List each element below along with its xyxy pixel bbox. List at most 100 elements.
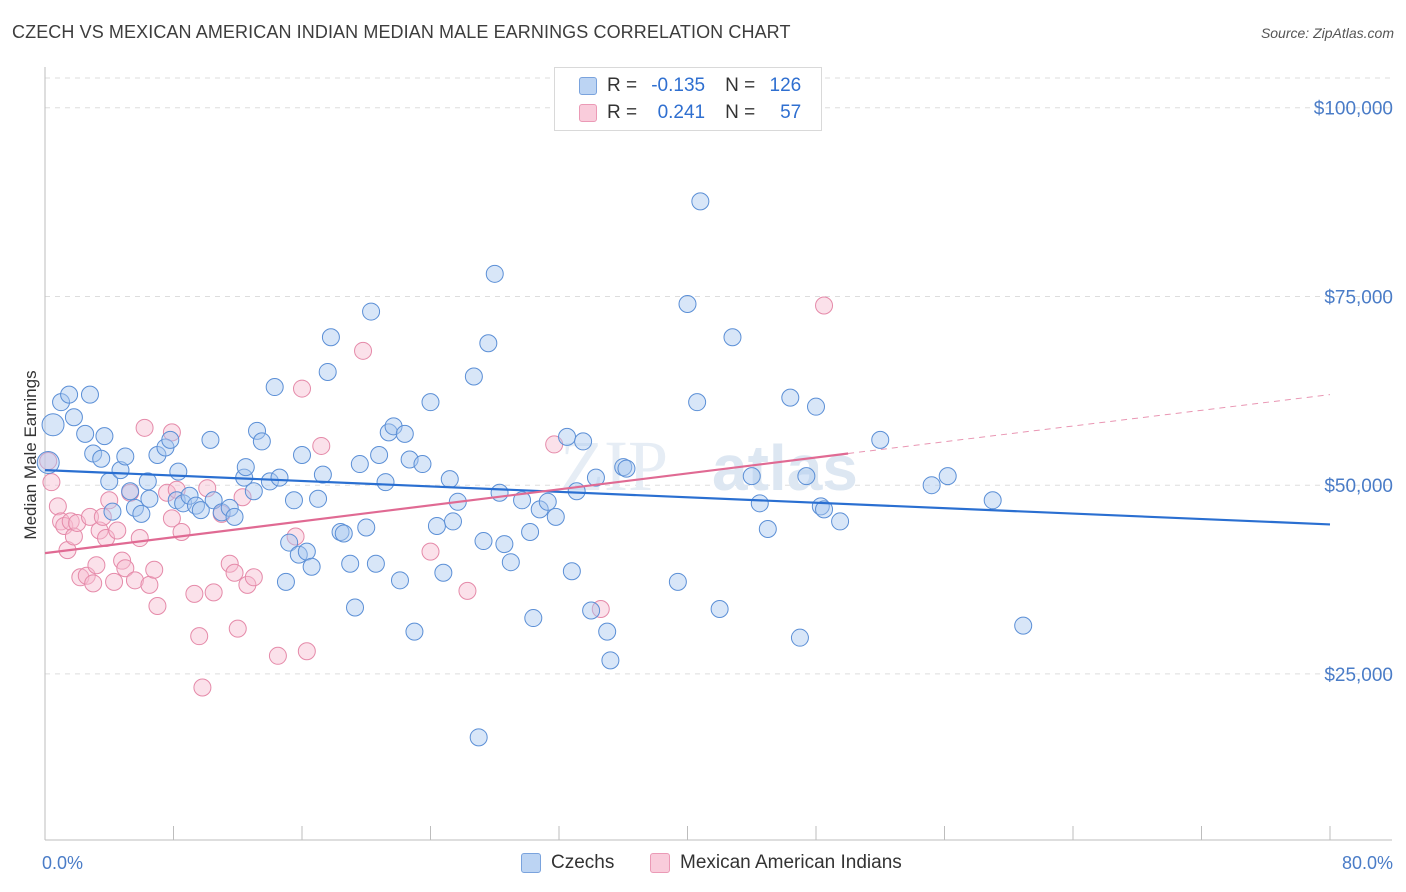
data-point-mexican xyxy=(244,568,263,587)
data-point-czech xyxy=(598,622,617,641)
data-point-mexican xyxy=(162,423,181,442)
data-point-czech xyxy=(678,295,697,314)
data-point-czech xyxy=(248,421,267,440)
legend-r-label: R = xyxy=(607,102,638,123)
data-point-czech xyxy=(490,483,509,502)
data-point-mexican xyxy=(87,556,106,575)
data-point-czech xyxy=(60,385,79,404)
data-point-mexican xyxy=(158,483,177,502)
data-point-czech xyxy=(293,446,311,464)
data-point-czech xyxy=(201,430,220,449)
mexican-swatch xyxy=(650,853,670,873)
data-point-czech xyxy=(479,334,498,353)
data-point-mexican xyxy=(80,507,99,526)
data-point-mexican xyxy=(312,436,331,455)
data-point-czech xyxy=(92,449,111,468)
data-point-czech xyxy=(366,554,385,573)
data-point-czech xyxy=(379,423,398,442)
data-point-czech xyxy=(434,563,453,582)
trend-line-mexican-extension xyxy=(848,394,1331,454)
data-point-czech xyxy=(318,362,337,381)
data-point-czech xyxy=(309,489,328,508)
data-point-mexican xyxy=(48,497,67,516)
legend-row-mexican: R = 0.241 N = 57 xyxy=(579,100,801,126)
legend-row-czechs: R = -0.135 N = 126 xyxy=(579,73,801,99)
data-point-czech xyxy=(132,504,151,523)
data-point-czech xyxy=(574,432,593,451)
data-point-czech xyxy=(321,328,340,347)
data-point-czech xyxy=(521,523,540,541)
data-point-czech xyxy=(469,728,488,747)
data-point-czech xyxy=(95,427,114,446)
data-point-czech xyxy=(691,192,710,211)
bottom-legend-mexican[interactable]: Mexican American Indians xyxy=(650,852,902,874)
data-point-czech xyxy=(376,473,395,492)
data-point-mexican xyxy=(591,600,610,618)
y-tick-label: $50,000 xyxy=(1324,476,1393,497)
data-point-czech xyxy=(797,467,816,486)
data-point-mexican xyxy=(162,509,181,528)
data-point-czech xyxy=(334,524,353,543)
tick-labels: $25,000 $50,000 $75,000 $100,000 0.0% 80.0% xyxy=(42,99,1393,873)
data-point-czech xyxy=(341,554,360,573)
data-point-mexican xyxy=(140,575,159,594)
bottom-legend-czechs[interactable]: Czechs xyxy=(521,852,614,874)
data-point-mexican xyxy=(61,512,80,531)
data-point-mexican xyxy=(293,379,311,398)
x-tick-label: 80.0% xyxy=(1342,853,1393,873)
data-point-mexican xyxy=(233,488,252,507)
data-point-czech xyxy=(562,562,581,581)
data-point-czech xyxy=(742,467,761,486)
data-point-czech xyxy=(225,507,244,526)
data-point-mexican xyxy=(268,646,287,665)
legend-r-label: R = xyxy=(607,75,638,96)
data-point-czech xyxy=(413,455,432,474)
data-point-czech xyxy=(614,458,633,477)
data-point-czech xyxy=(601,651,620,670)
data-point-czech xyxy=(807,397,825,416)
data-point-mexican xyxy=(145,560,164,579)
data-point-mexican xyxy=(297,642,316,661)
data-point-czech xyxy=(302,557,321,576)
data-point-mexican xyxy=(458,581,477,600)
data-point-czech xyxy=(116,447,135,466)
data-point-czech xyxy=(524,609,543,628)
correlation-legend: R = -0.135 N = 126 R = 0.241 N = 57 xyxy=(554,67,822,131)
data-point-czech xyxy=(815,500,834,519)
data-point-mexican xyxy=(100,491,119,510)
data-point-czech xyxy=(546,507,565,526)
data-point-mexican xyxy=(815,296,834,315)
legend-r-value: 0.241 xyxy=(657,102,706,123)
data-point-czech xyxy=(270,468,289,487)
data-point-czech xyxy=(750,494,769,513)
data-point-czech xyxy=(370,446,389,464)
data-point-czech xyxy=(331,523,350,541)
data-point-czech xyxy=(357,518,376,537)
data-point-czech xyxy=(405,622,424,641)
data-point-czech xyxy=(790,628,809,647)
x-tick-label: 0.0% xyxy=(42,853,83,873)
data-point-czech xyxy=(922,476,941,495)
data-point-czech xyxy=(582,601,601,620)
data-point-czech xyxy=(538,492,557,511)
data-point-mexican xyxy=(238,575,257,594)
czech-swatch xyxy=(579,77,597,95)
data-point-czech xyxy=(513,491,532,510)
data-point-czech xyxy=(103,502,122,521)
data-point-czech xyxy=(121,482,140,501)
y-tick-label: $75,000 xyxy=(1324,287,1393,308)
trend-lines xyxy=(44,394,1331,555)
data-point-czech xyxy=(668,572,687,591)
data-point-czech xyxy=(390,571,409,590)
bottom-legend: Czechs Mexican American Indians xyxy=(0,852,1406,878)
data-point-mexican xyxy=(193,678,212,697)
data-point-czech xyxy=(440,470,459,489)
data-point-mexican xyxy=(135,418,154,437)
data-point-czech xyxy=(313,465,332,484)
data-point-czech xyxy=(443,512,462,531)
data-point-czech xyxy=(558,427,577,446)
data-point-czech xyxy=(252,432,271,451)
trend-line-mexican xyxy=(44,452,849,555)
y-axis-label: Median Male Earnings xyxy=(21,370,40,539)
